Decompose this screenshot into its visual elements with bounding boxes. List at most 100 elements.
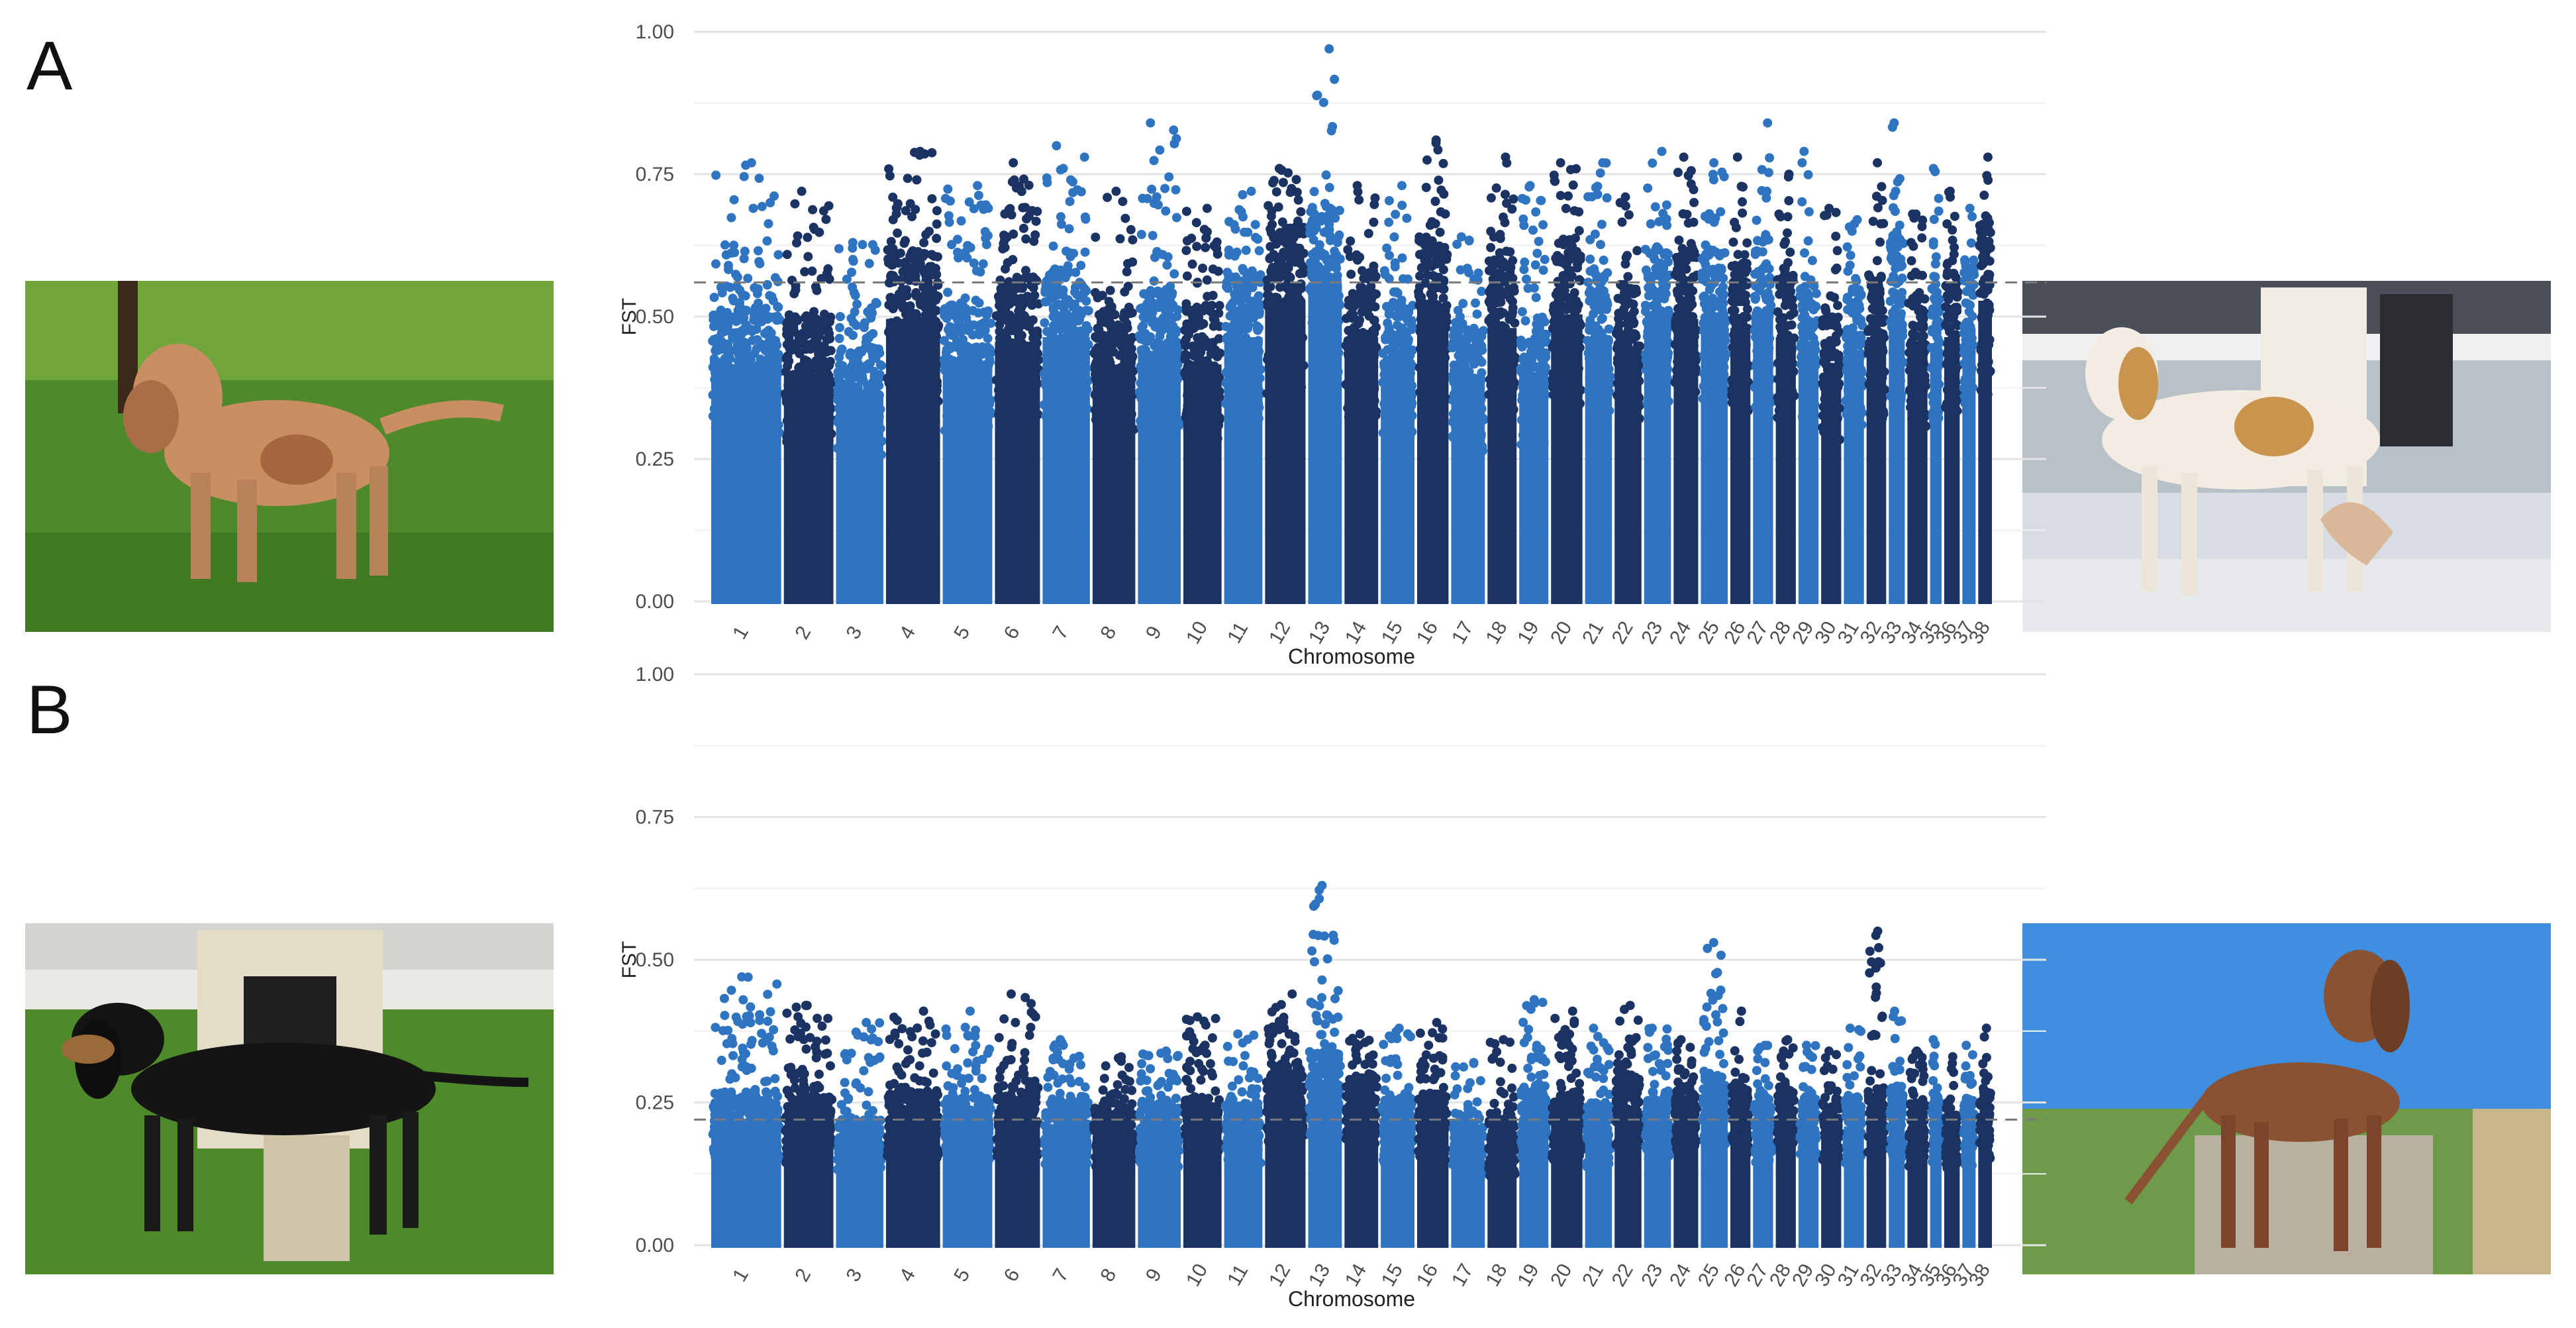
snp-point	[1271, 309, 1281, 319]
snp-point	[1083, 340, 1093, 350]
snp-point	[1509, 194, 1518, 204]
snp-point	[1313, 352, 1323, 362]
snp-point	[1202, 275, 1212, 285]
snp-point	[1082, 404, 1092, 414]
snp-point	[854, 346, 864, 356]
snp-point	[757, 201, 767, 211]
snp-point	[756, 358, 766, 368]
snp-point	[1416, 314, 1426, 324]
snp-point	[911, 333, 921, 343]
snp-point	[1284, 272, 1294, 281]
snp-point	[1142, 193, 1152, 203]
snp-point	[833, 393, 843, 403]
snp-point	[1296, 312, 1306, 322]
snp-point	[786, 394, 796, 404]
snp-point	[958, 362, 967, 372]
snp-point	[1596, 240, 1605, 250]
snp-point	[1042, 178, 1052, 187]
x-tick-label: 15	[1377, 618, 1407, 648]
panel-label-a: A	[26, 28, 73, 105]
snp-point	[962, 383, 971, 392]
snp-point	[1415, 327, 1425, 336]
snp-point	[1466, 438, 1476, 448]
snp-point	[1499, 212, 1508, 222]
snp-point	[1538, 265, 1548, 275]
snp-point	[1266, 267, 1276, 276]
snp-point	[1585, 315, 1595, 325]
snp-point	[1593, 181, 1603, 191]
snp-point	[717, 288, 727, 298]
snp-point	[722, 308, 732, 317]
snp-point	[1048, 346, 1058, 356]
y-tick-label: 0.75	[636, 164, 674, 185]
snp-point	[732, 272, 742, 282]
chromosome-20-points	[1548, 158, 1585, 604]
snp-point	[1320, 199, 1330, 209]
snp-point	[1334, 205, 1344, 215]
snp-point	[1018, 372, 1028, 382]
snp-point	[838, 444, 848, 454]
snp-point	[983, 374, 993, 383]
snp-point	[1292, 350, 1302, 360]
snp-point	[1201, 242, 1211, 252]
snp-point	[1430, 219, 1440, 229]
snp-point	[1334, 230, 1344, 240]
chromosome-19-peak-point	[1525, 181, 1535, 191]
snp-point	[887, 360, 897, 370]
snp-point	[1193, 429, 1202, 438]
snp-point	[864, 333, 873, 343]
snp-point	[979, 430, 989, 440]
snp-point	[708, 336, 718, 346]
snp-point	[1519, 221, 1529, 230]
snp-point	[1148, 230, 1158, 240]
snp-point	[1152, 403, 1162, 413]
snp-point	[848, 331, 858, 340]
snp-point	[1401, 421, 1410, 431]
chromosome-9-peak-point	[1146, 118, 1156, 128]
snp-point	[750, 283, 760, 293]
snp-point	[909, 323, 918, 333]
snp-point	[1207, 378, 1217, 387]
snp-point	[1283, 309, 1293, 319]
snp-point	[1224, 217, 1234, 227]
snp-point	[810, 403, 819, 413]
snp-point	[1387, 384, 1397, 394]
snp-point	[1278, 178, 1288, 187]
chromosome-2-peak-point	[797, 186, 807, 196]
snp-point	[1347, 339, 1357, 349]
snp-point	[1434, 176, 1444, 185]
snp-point	[1534, 236, 1544, 246]
snp-point	[920, 387, 930, 397]
snp-point	[1015, 303, 1025, 313]
snp-point	[1401, 307, 1411, 317]
snp-point	[1110, 421, 1120, 431]
snp-point	[1415, 271, 1424, 281]
snp-point	[950, 380, 960, 389]
snp-point	[1422, 242, 1432, 252]
snp-point	[1125, 422, 1135, 432]
snp-point	[1479, 415, 1488, 425]
snp-point	[1378, 378, 1387, 387]
snp-point	[1489, 232, 1499, 242]
snp-point	[1309, 226, 1319, 236]
panel-label-b: B	[26, 672, 73, 748]
snp-point	[865, 358, 875, 368]
snp-point	[1358, 328, 1367, 338]
x-tick-label: 2	[791, 623, 815, 643]
snp-point	[1030, 389, 1040, 399]
snp-point	[1048, 380, 1058, 390]
snp-point	[1475, 440, 1485, 450]
snp-point	[709, 315, 718, 325]
snp-point	[1314, 325, 1324, 335]
snp-point	[785, 387, 795, 397]
snp-point	[1503, 370, 1513, 380]
snp-point	[793, 231, 803, 241]
snp-point	[900, 266, 910, 276]
chromosome-12-peak-point	[1274, 164, 1284, 174]
snp-point	[1415, 387, 1425, 397]
snp-point	[1114, 380, 1123, 389]
snp-point	[764, 327, 773, 336]
snp-point	[726, 346, 736, 356]
snp-point	[742, 306, 752, 315]
snp-point	[1199, 395, 1209, 405]
